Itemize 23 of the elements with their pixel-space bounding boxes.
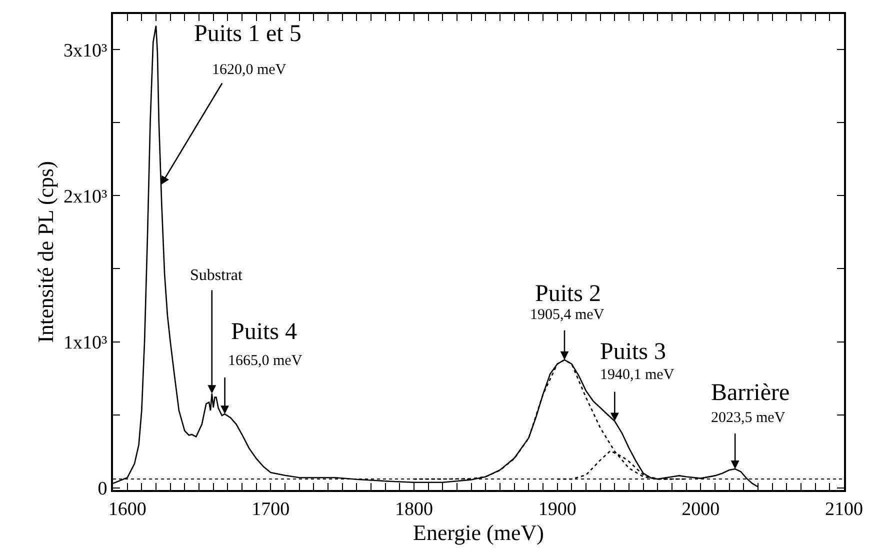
annotation: 2023,5 meV (711, 410, 786, 426)
x-tick-label: 1600 (108, 498, 146, 520)
y-tick-label: 2x10³ (63, 186, 108, 208)
x-tick-label: 2000 (682, 498, 720, 520)
annotation: 1620,0 meV (212, 62, 286, 78)
x-tick-label: 2100 (825, 498, 863, 520)
x-tick-label: 1800 (395, 498, 433, 520)
y-tick-label: 3x10³ (63, 40, 108, 62)
y-axis-title: Intensité de PL (cps) (32, 161, 58, 343)
annotation: Puits 4 (231, 319, 298, 345)
annotation: Puits 3 (600, 339, 666, 365)
x-axis-title: Energie (meV) (413, 520, 544, 545)
annotation: 1665,0 meV (228, 353, 302, 369)
annotation: Substrat (190, 267, 243, 284)
annotation: 1940,1 meV (600, 367, 674, 383)
annotation: Barrière (711, 380, 790, 406)
x-tick-label: 1700 (252, 498, 290, 520)
x-tick-label: 1900 (538, 498, 576, 520)
y-tick-label: 1x10³ (63, 332, 108, 354)
y-tick-label: 0 (98, 478, 108, 500)
annotation: Puits 1 et 5 (194, 21, 302, 47)
annotation: 1905,4 meV (530, 307, 604, 323)
annotation: Puits 2 (535, 281, 602, 307)
